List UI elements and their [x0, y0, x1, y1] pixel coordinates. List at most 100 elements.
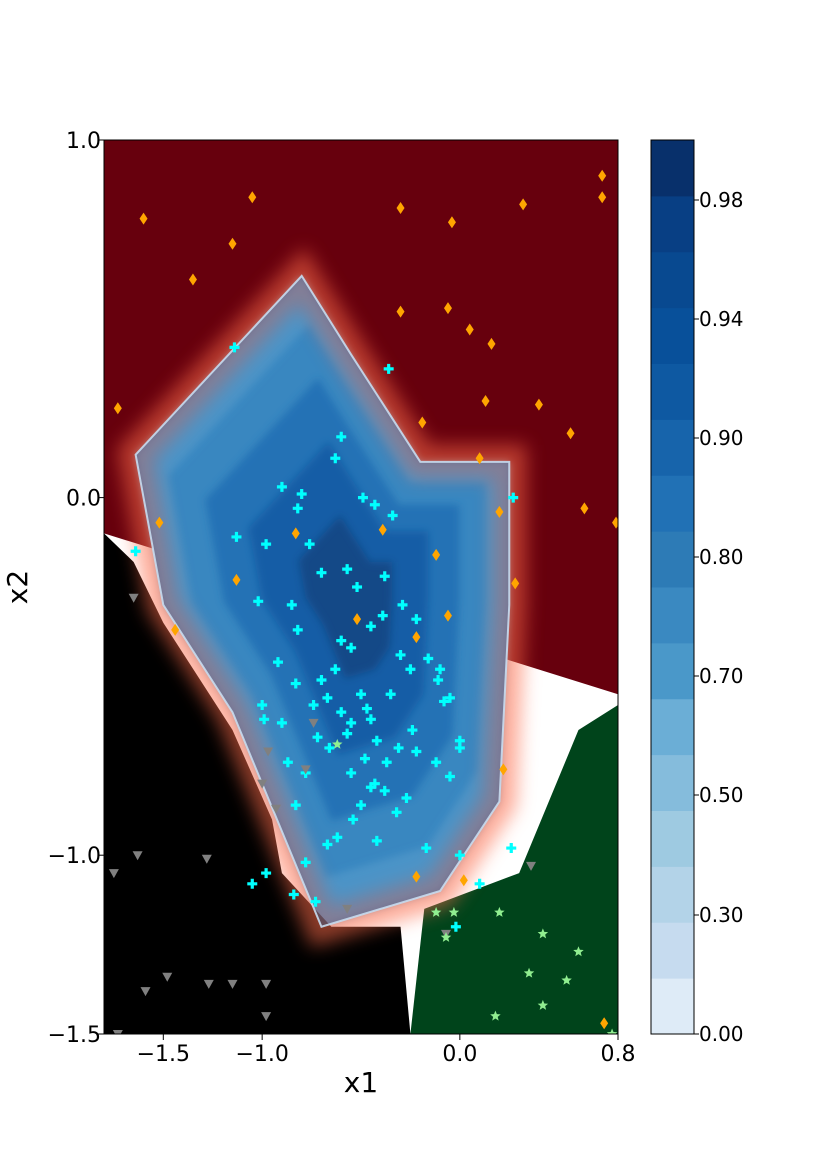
- point-class-blue: [411, 614, 422, 625]
- point-class-blue: [356, 800, 366, 811]
- plot-frame: [103, 139, 619, 1035]
- point-class-gray: [263, 747, 274, 757]
- colorbar-band: [651, 140, 694, 197]
- y-tick-label: 1.0: [66, 129, 101, 154]
- point-class-blue: [352, 582, 363, 593]
- colorbar-band: [651, 922, 694, 979]
- series-class-red: [113, 169, 618, 1030]
- point-class-blue: [357, 492, 368, 503]
- point-class-green: [573, 946, 584, 957]
- point-class-red: [534, 398, 543, 411]
- point-class-blue: [276, 717, 287, 728]
- point-class-red: [378, 523, 387, 536]
- point-class-blue: [411, 746, 422, 757]
- point-class-blue: [342, 564, 353, 575]
- point-class-red: [459, 874, 468, 887]
- point-class-gray: [308, 718, 319, 728]
- point-class-blue: [401, 792, 412, 803]
- point-class-blue: [346, 717, 357, 728]
- colorbar-band: [651, 419, 694, 476]
- point-class-gray: [261, 979, 272, 989]
- point-class-blue: [316, 567, 327, 578]
- point-class-gray: [132, 851, 143, 861]
- point-class-red: [495, 505, 504, 518]
- point-class-red: [188, 273, 197, 286]
- colorbar-tick-label: 0.80: [699, 545, 744, 569]
- point-class-red: [353, 613, 362, 626]
- point-class-blue: [407, 725, 418, 736]
- point-class-red: [412, 870, 421, 883]
- point-class-green: [490, 1010, 501, 1021]
- point-class-blue: [346, 767, 357, 778]
- point-class-blue: [288, 889, 299, 900]
- point-class-green: [494, 906, 505, 917]
- colorbar-tick-label: 0.00: [699, 1022, 744, 1046]
- point-class-red: [139, 212, 148, 225]
- colorbar-tick-label: 0.70: [699, 664, 744, 688]
- point-class-blue: [282, 757, 293, 768]
- point-class-blue: [130, 546, 141, 557]
- point-class-blue: [423, 653, 434, 664]
- colorbar-band: [651, 978, 694, 1035]
- point-class-blue: [336, 431, 347, 442]
- point-class-red: [511, 577, 520, 590]
- point-class-red: [155, 516, 164, 529]
- point-class-blue: [387, 510, 398, 521]
- point-class-blue: [272, 657, 283, 668]
- point-class-blue: [369, 778, 380, 789]
- point-class-blue: [385, 689, 396, 700]
- point-class-blue: [379, 571, 390, 582]
- point-class-red: [519, 198, 528, 211]
- colorbar-tick-label: 0.50: [699, 783, 744, 807]
- point-class-green: [448, 906, 460, 917]
- region-green: [410, 705, 618, 1034]
- colorbar-band: [651, 866, 694, 923]
- point-class-red: [291, 527, 300, 540]
- point-class-red: [232, 573, 241, 586]
- point-class-red: [418, 416, 427, 429]
- point-class-red: [487, 337, 496, 350]
- point-class-blue: [454, 735, 465, 746]
- point-class-blue: [444, 771, 455, 782]
- point-class-gray: [203, 979, 214, 989]
- point-class-blue: [365, 621, 376, 632]
- region-blue-overlay: [135, 275, 510, 927]
- point-class-blue: [324, 742, 335, 753]
- point-class-blue: [454, 742, 465, 753]
- point-class-red: [412, 631, 421, 644]
- point-class-blue: [371, 835, 382, 846]
- point-class-red: [465, 323, 474, 336]
- colorbar-band: [651, 251, 694, 309]
- point-class-blue: [296, 489, 307, 500]
- point-class-blue: [292, 503, 303, 514]
- point-class-red: [580, 502, 589, 515]
- point-class-blue: [290, 678, 301, 689]
- point-class-blue: [229, 342, 240, 353]
- point-class-gray: [162, 972, 173, 982]
- point-class-red: [396, 305, 405, 318]
- point-class-green: [537, 999, 549, 1010]
- point-class-red: [228, 237, 237, 250]
- point-class-red: [443, 609, 452, 622]
- point-class-red: [598, 169, 607, 182]
- point-class-green: [606, 1028, 618, 1034]
- point-class-blue: [261, 539, 272, 550]
- point-class-blue: [330, 664, 341, 675]
- point-class-red: [443, 302, 452, 315]
- region-blue-level: [298, 515, 393, 679]
- colorbar-tick-label: 0.94: [699, 307, 744, 331]
- point-class-blue: [336, 635, 347, 646]
- region-blue: [135, 275, 510, 927]
- point-class-blue: [391, 807, 402, 818]
- point-class-red: [171, 623, 180, 636]
- y-tick-label: −1.5: [48, 1023, 101, 1048]
- point-class-green: [561, 974, 572, 985]
- point-class-blue: [474, 878, 485, 889]
- x-tick-label: 0.0: [442, 1042, 477, 1067]
- point-class-red: [612, 516, 618, 529]
- point-class-blue: [247, 878, 258, 889]
- point-class-blue: [253, 596, 264, 607]
- point-class-blue: [395, 649, 406, 660]
- region-green-base: [410, 705, 618, 1034]
